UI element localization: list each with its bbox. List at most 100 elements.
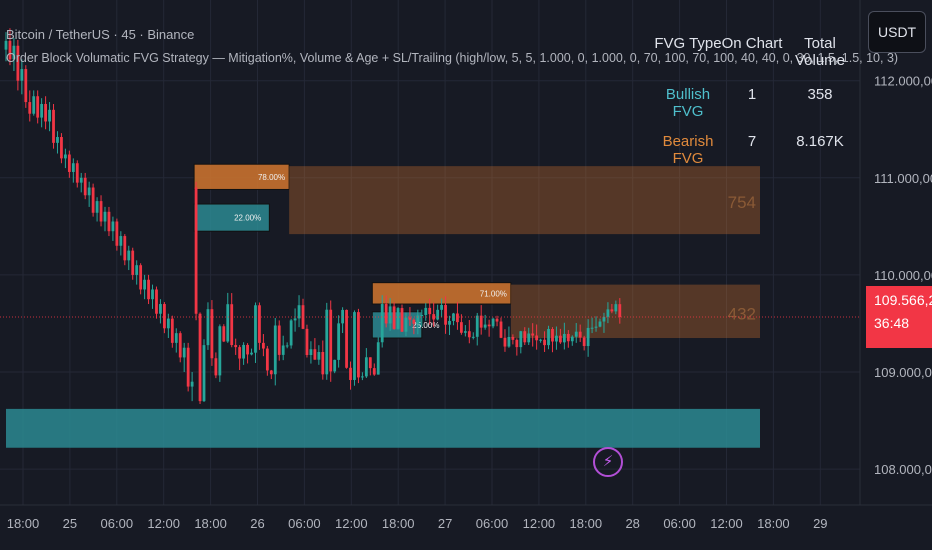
candle-up bbox=[416, 315, 420, 324]
candle-up bbox=[151, 289, 154, 300]
candle-up bbox=[420, 314, 424, 316]
candle-up bbox=[364, 357, 368, 377]
candle-down bbox=[99, 201, 103, 222]
candle-down bbox=[258, 305, 261, 343]
lightning-icon[interactable]: ⚡ bbox=[593, 447, 623, 477]
candle-up bbox=[143, 279, 146, 290]
candle-down bbox=[503, 337, 507, 347]
y-tick-label: 109.000,00 bbox=[874, 365, 932, 380]
candle-down bbox=[412, 319, 416, 324]
candle-up bbox=[586, 327, 590, 347]
y-tick-label: 112.000,00 bbox=[874, 74, 932, 89]
candle-down bbox=[8, 40, 12, 60]
candle-up bbox=[206, 309, 210, 346]
candle-down bbox=[107, 211, 111, 232]
candle-up bbox=[606, 309, 610, 317]
candle-down bbox=[44, 104, 47, 122]
candle-up bbox=[396, 308, 400, 329]
currency-button[interactable]: USDT bbox=[868, 11, 926, 53]
x-tick-label: 25 bbox=[63, 516, 77, 531]
candle-up bbox=[333, 359, 337, 372]
header-fvg-type: FVG Type bbox=[654, 35, 722, 52]
candle-down bbox=[123, 236, 127, 261]
candle-down bbox=[511, 336, 515, 340]
y-tick-label: 111.000,00 bbox=[874, 171, 932, 186]
current-price-badge: 109.566,26 36:48 bbox=[866, 286, 932, 348]
candle-down bbox=[329, 309, 333, 372]
candle-up bbox=[483, 324, 487, 328]
x-tick-label: 06:00 bbox=[663, 516, 696, 531]
fvg-row-bullish: Bullish FVG 1 358 bbox=[650, 86, 860, 120]
candle-up bbox=[64, 154, 67, 159]
candle-down bbox=[384, 304, 388, 324]
x-tick-label: 12:00 bbox=[335, 516, 368, 531]
bearish-type: Bearish FVG bbox=[662, 133, 714, 167]
candle-down bbox=[16, 45, 20, 81]
candle-up bbox=[475, 315, 479, 337]
candle-up bbox=[570, 336, 574, 342]
candle-up bbox=[285, 345, 289, 347]
x-tick-label: 18:00 bbox=[757, 516, 790, 531]
candle-down bbox=[368, 357, 372, 369]
candle-down bbox=[582, 337, 586, 347]
candle-up bbox=[281, 345, 285, 355]
candle-down bbox=[523, 331, 527, 343]
candle-up bbox=[471, 336, 475, 338]
candle-up bbox=[547, 328, 550, 346]
candle-up bbox=[254, 305, 257, 353]
candle-up bbox=[507, 336, 511, 347]
candle-up bbox=[20, 69, 24, 81]
candle-down bbox=[155, 289, 158, 314]
candle-down bbox=[578, 331, 582, 338]
bearish-fvg-zone bbox=[193, 163, 290, 190]
x-tick-label: 12:00 bbox=[147, 516, 180, 531]
candle-down bbox=[163, 304, 166, 329]
candle-up bbox=[95, 201, 99, 213]
candle-down bbox=[400, 308, 404, 332]
mitigation-label: 78.00% bbox=[258, 173, 285, 182]
x-tick-label: 26 bbox=[250, 516, 264, 531]
candle-up bbox=[309, 349, 313, 355]
candle-up bbox=[182, 347, 186, 358]
bullish-type: Bullish FVG bbox=[665, 86, 711, 120]
zone-volume-label: 754 bbox=[728, 193, 756, 212]
candle-up bbox=[598, 321, 602, 327]
symbol-legend[interactable]: Bitcoin / TetherUS · 45 · Binance bbox=[6, 27, 195, 42]
bullish-volume: 358 bbox=[807, 86, 833, 103]
indicator-legend[interactable]: Order Block Volumatic FVG Strategy — Mit… bbox=[6, 51, 899, 65]
candle-down bbox=[566, 333, 570, 342]
candle-up bbox=[317, 352, 321, 360]
candle-up bbox=[519, 331, 523, 348]
candle-down bbox=[444, 304, 447, 325]
candle-up bbox=[218, 326, 222, 376]
candle-down bbox=[139, 265, 143, 290]
candle-up bbox=[463, 331, 467, 333]
x-tick-label: 18:00 bbox=[7, 516, 40, 531]
candle-down bbox=[214, 358, 218, 376]
x-tick-label: 28 bbox=[625, 516, 639, 531]
candle-down bbox=[178, 333, 182, 358]
candle-up bbox=[250, 352, 253, 355]
candle-down bbox=[467, 331, 471, 338]
fvg-row-bearish: Bearish FVG 7 8.167K bbox=[650, 133, 860, 167]
candle-up bbox=[404, 317, 408, 332]
candle-up bbox=[190, 381, 194, 387]
candle-down bbox=[75, 163, 79, 183]
candle-up bbox=[353, 312, 356, 380]
candle-up bbox=[361, 376, 364, 378]
candle-up bbox=[166, 318, 170, 329]
candle-down bbox=[52, 109, 55, 143]
candle-up bbox=[48, 109, 51, 122]
candle-down bbox=[246, 344, 249, 355]
candle-up bbox=[242, 344, 245, 359]
candle-down bbox=[372, 368, 376, 375]
candle-up bbox=[562, 333, 566, 343]
candle-down bbox=[345, 309, 348, 368]
candle-up bbox=[4, 40, 8, 50]
candle-up bbox=[40, 104, 44, 118]
x-tick-label: 27 bbox=[438, 516, 452, 531]
candle-up bbox=[56, 137, 59, 143]
candle-up bbox=[79, 177, 83, 183]
candle-up bbox=[539, 339, 542, 341]
